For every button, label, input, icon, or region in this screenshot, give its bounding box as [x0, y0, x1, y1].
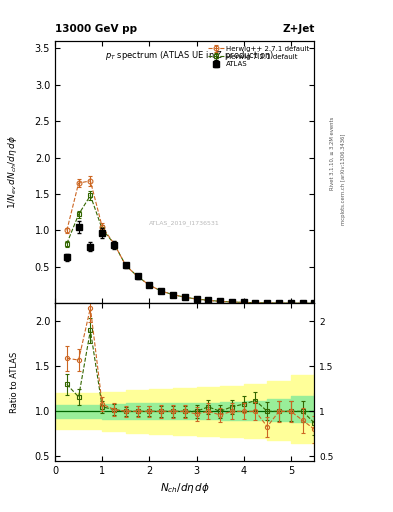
Text: Rivet 3.1.10, ≥ 3.2M events: Rivet 3.1.10, ≥ 3.2M events [330, 117, 334, 190]
Text: ATLAS_2019_I1736531: ATLAS_2019_I1736531 [149, 221, 220, 226]
Text: Z+Jet: Z+Jet [282, 25, 314, 34]
Y-axis label: Ratio to ATLAS: Ratio to ATLAS [10, 351, 19, 413]
Text: $p_T$ spectrum (ATLAS UE in Z production): $p_T$ spectrum (ATLAS UE in Z production… [105, 49, 274, 62]
Text: mcplots.cern.ch [arXiv:1306.3436]: mcplots.cern.ch [arXiv:1306.3436] [342, 134, 346, 225]
Y-axis label: $1/N_{ev}\,dN_{ch}/d\eta\,d\phi$: $1/N_{ev}\,dN_{ch}/d\eta\,d\phi$ [6, 135, 19, 209]
X-axis label: $N_{ch}/d\eta\,d\phi$: $N_{ch}/d\eta\,d\phi$ [160, 481, 210, 495]
Text: 13000 GeV pp: 13000 GeV pp [55, 25, 137, 34]
Legend: Herwig++ 2.7.1 default, Herwig 7.2.1 default, ATLAS: Herwig++ 2.7.1 default, Herwig 7.2.1 def… [207, 45, 311, 69]
